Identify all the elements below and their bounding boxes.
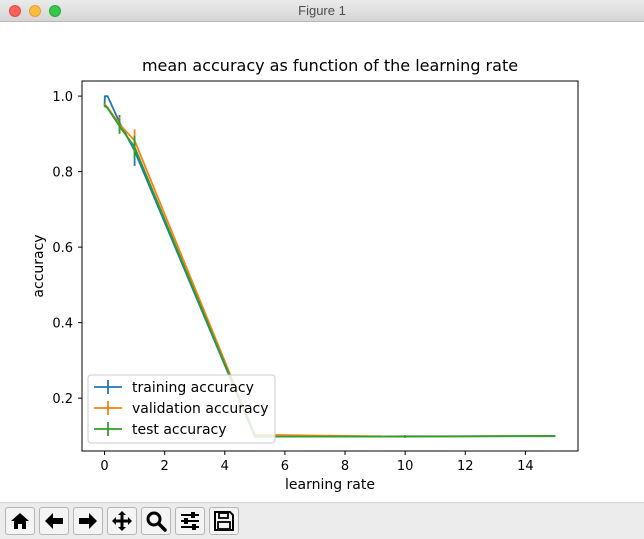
x-tick-label: 6 [281, 459, 289, 474]
legend-label-validation: validation accuracy [132, 401, 269, 417]
move-icon [112, 511, 132, 531]
home-button[interactable] [5, 507, 35, 535]
x-tick-label: 14 [517, 459, 534, 474]
pan-button[interactable] [107, 507, 137, 535]
y-axis-label: accuracy [31, 234, 47, 297]
configure-subplots-button[interactable] [175, 507, 205, 535]
legend-label-test: test accuracy [132, 422, 227, 438]
series-line-2 [103, 104, 556, 438]
y-axis: 0.2 0.4 0.6 0.8 1.0 [52, 90, 82, 407]
legend-box [87, 374, 276, 444]
zoom-button[interactable] [141, 507, 171, 535]
y-tick-label: 0.2 [52, 392, 73, 407]
title-bar: Figure 1 [0, 0, 644, 22]
magnifier-icon [146, 511, 167, 532]
back-button[interactable] [39, 507, 69, 535]
chart: 0 2 4 6 8 10 12 14 0.2 0.4 0.6 0.8 1.0 mean accurac… [31, 56, 579, 493]
x-tick-label: 10 [397, 459, 414, 474]
maximize-window-button[interactable] [49, 5, 61, 17]
x-tick-label: 12 [457, 459, 474, 474]
navigation-toolbar [0, 502, 644, 539]
window-title: Figure 1 [298, 3, 346, 18]
x-axis-label: learning rate [285, 477, 375, 493]
home-icon [11, 513, 29, 529]
x-tick-label: 8 [341, 459, 349, 474]
x-tick-label: 4 [221, 459, 229, 474]
plot-frame [81, 80, 579, 452]
sliders-icon [181, 512, 199, 530]
figure-canvas[interactable]: 0 2 4 6 8 10 12 14 0.2 0.4 0.6 0.8 1.0 mean accurac… [0, 22, 644, 502]
legend: training accuracy validation accuracy te… [87, 374, 276, 444]
save-button[interactable] [209, 507, 239, 535]
arrow-left-icon [45, 513, 63, 529]
x-tick-label: 0 [100, 459, 108, 474]
y-tick-label: 0.8 [52, 166, 73, 181]
x-tick-label: 2 [161, 459, 169, 474]
close-window-button[interactable] [9, 5, 21, 17]
y-tick-label: 1.0 [52, 90, 73, 105]
plot-lines [103, 95, 556, 438]
legend-label-training: training accuracy [132, 380, 254, 396]
floppy-disk-icon [214, 511, 234, 531]
y-tick-label: 0.4 [52, 317, 73, 332]
y-tick-label: 0.6 [52, 241, 73, 256]
minimize-window-button[interactable] [29, 5, 41, 17]
chart-title: mean accuracy as function of the learnin… [142, 56, 518, 75]
x-axis: 0 2 4 6 8 10 12 14 [100, 451, 534, 474]
forward-button[interactable] [73, 507, 103, 535]
arrow-right-icon [79, 513, 97, 529]
